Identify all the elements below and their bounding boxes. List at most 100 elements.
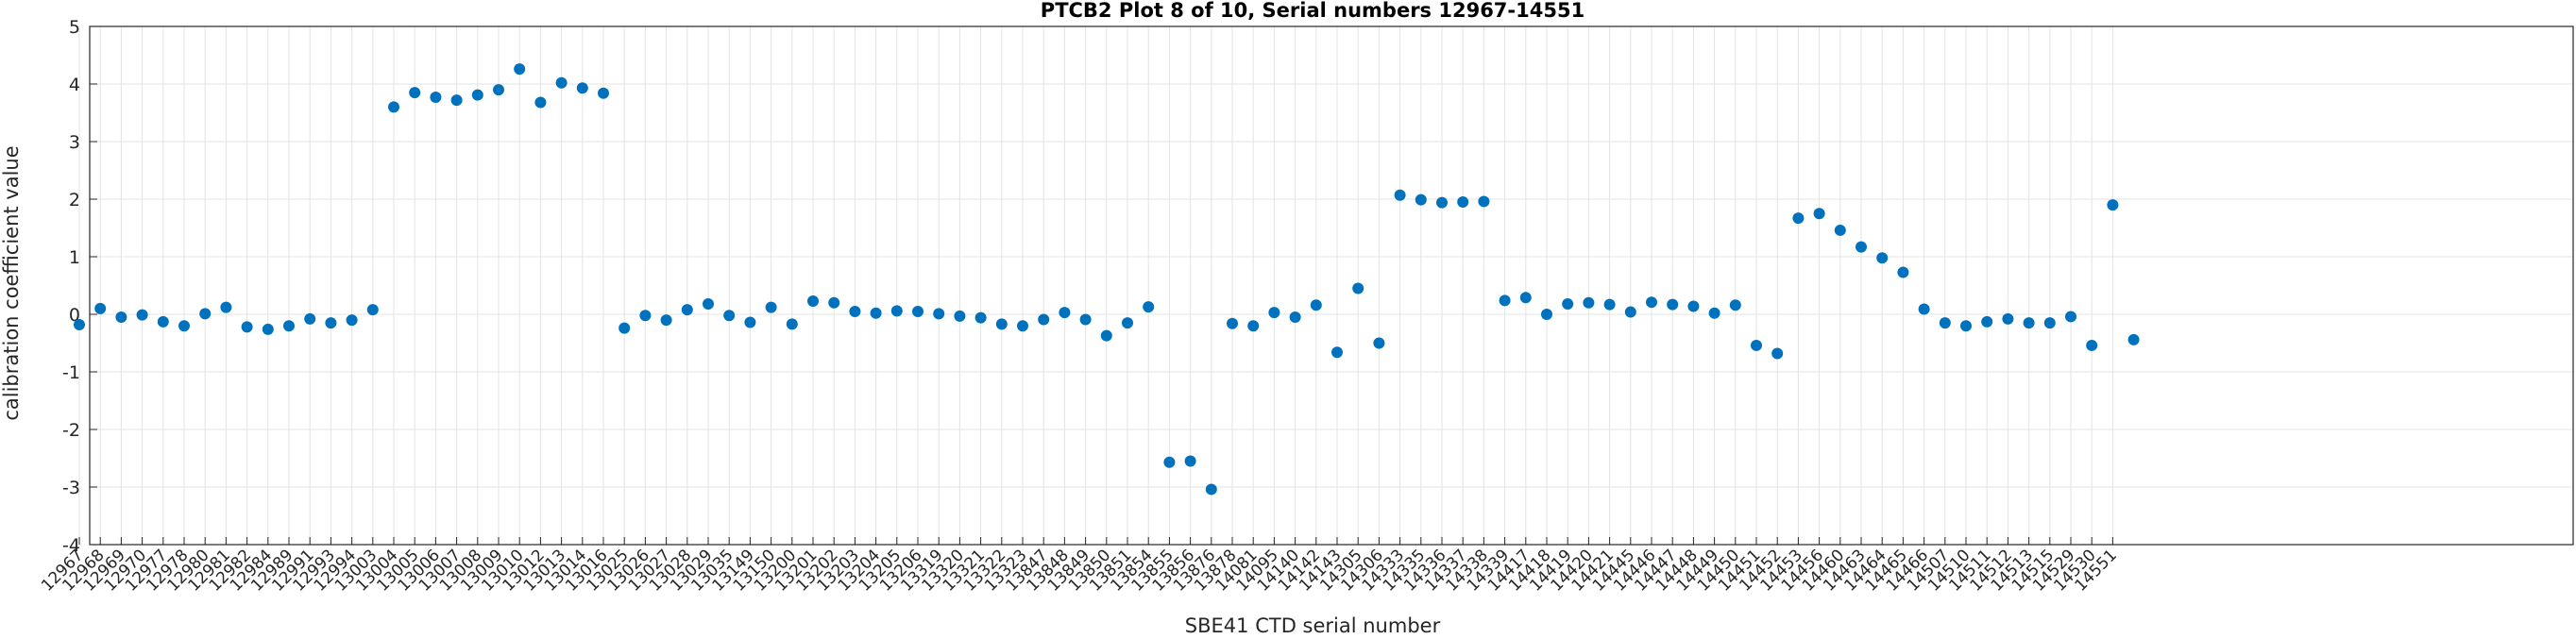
data-point (1939, 317, 1951, 329)
data-point (619, 322, 631, 334)
data-point (1729, 299, 1741, 311)
data-point (870, 307, 882, 319)
data-point (1310, 299, 1322, 311)
data-point (241, 321, 253, 333)
data-point (262, 323, 274, 335)
data-point (1813, 208, 1825, 220)
data-point (1981, 315, 1993, 328)
data-point (2043, 317, 2056, 329)
data-point (1646, 296, 1657, 309)
plot-area-frame (89, 25, 2574, 546)
data-point (1792, 212, 1805, 225)
y-axis-label: calibration coefficient value (0, 145, 23, 420)
data-point (1247, 320, 1260, 332)
data-point (325, 317, 337, 329)
data-point (849, 305, 861, 317)
data-point (1583, 296, 1595, 309)
data-point (346, 314, 358, 327)
data-point (954, 310, 966, 322)
data-point (136, 309, 148, 321)
data-point (1960, 320, 1972, 332)
data-point (74, 318, 85, 330)
y-tick-label: 1 (69, 247, 80, 268)
data-point (1603, 298, 1616, 311)
data-point (2023, 317, 2035, 329)
data-point (1122, 317, 1133, 329)
chart-title: PTCB2 Plot 8 of 10, Serial numbers 12967… (1041, 0, 1585, 22)
data-point (1373, 337, 1385, 349)
data-point (2065, 311, 2076, 323)
data-point (1897, 266, 1909, 278)
y-tick-label: 2 (69, 190, 80, 210)
data-point (493, 84, 504, 96)
data-point (933, 308, 945, 320)
y-tick-label: -1 (62, 362, 80, 383)
data-point (366, 304, 379, 316)
data-point (890, 305, 903, 317)
data-point (598, 87, 609, 99)
data-point (1415, 193, 1427, 206)
data-point (1143, 301, 1155, 313)
data-point (1856, 241, 1867, 253)
data-point (94, 302, 107, 314)
data-point (534, 96, 547, 109)
y-tick-label: 4 (69, 75, 80, 95)
data-point (1519, 292, 1532, 304)
data-point (1184, 455, 1196, 467)
data-point (514, 63, 526, 76)
data-point (1918, 303, 1930, 315)
data-point (807, 294, 819, 307)
data-point (660, 314, 672, 327)
data-point (576, 82, 588, 94)
data-point (1834, 224, 1846, 236)
data-point (2086, 339, 2098, 351)
data-point (1100, 329, 1112, 342)
data-point (388, 101, 399, 113)
data-point (1499, 294, 1511, 307)
data-point (1163, 456, 1176, 468)
data-point (681, 304, 693, 316)
data-point (1079, 313, 1092, 326)
data-point (2127, 333, 2140, 345)
x-axis: 1296712968129691297012977129781298012981… (38, 537, 2121, 596)
data-point (912, 305, 924, 317)
data-point (555, 76, 568, 89)
y-tick-label: 5 (69, 17, 80, 38)
data-point (115, 311, 127, 324)
data-point (828, 296, 840, 309)
data-point (2002, 312, 2014, 325)
y-tick-label: -4 (62, 535, 80, 556)
y-tick-label: -3 (62, 478, 80, 498)
data-point (1708, 307, 1720, 319)
data-point (471, 89, 483, 101)
data-point (157, 315, 169, 328)
data-point (974, 311, 987, 324)
data-point (1541, 309, 1552, 320)
data-point (1038, 313, 1050, 326)
data-point (2107, 199, 2119, 211)
data-point (1478, 195, 1490, 208)
data-point (450, 94, 463, 107)
data-point (1017, 320, 1028, 332)
data-point (1457, 196, 1469, 209)
y-tick-label: -2 (62, 420, 80, 441)
data-point (1436, 196, 1448, 209)
y-tick-label: 3 (69, 132, 80, 153)
data-point (199, 308, 212, 320)
data-point (639, 310, 652, 322)
data-point (1562, 298, 1574, 311)
data-point (1352, 282, 1364, 294)
data-point (1268, 307, 1280, 319)
data-point (220, 301, 232, 313)
data-point (1771, 347, 1784, 360)
data-point (786, 318, 798, 330)
data-point (744, 316, 756, 328)
data-point (409, 87, 421, 99)
data-point (1059, 307, 1071, 319)
data-point (178, 320, 190, 332)
data-point (703, 298, 714, 311)
data-point (1227, 317, 1238, 329)
data-point (1876, 252, 1889, 264)
